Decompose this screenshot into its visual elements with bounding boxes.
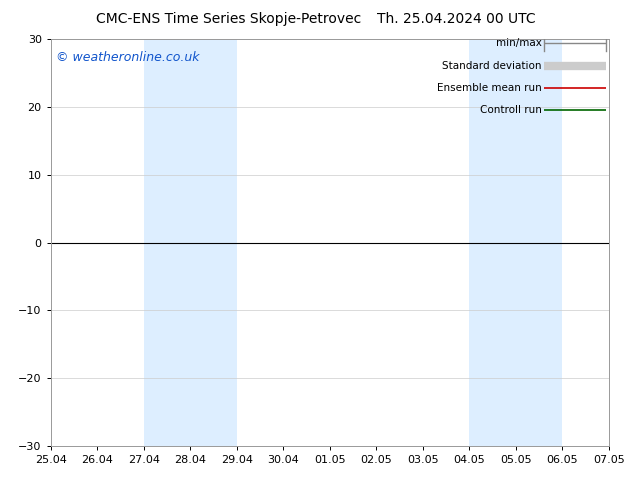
Text: CMC-ENS Time Series Skopje-Petrovec: CMC-ENS Time Series Skopje-Petrovec	[96, 12, 361, 26]
Text: min/max: min/max	[496, 38, 541, 49]
Text: Ensemble mean run: Ensemble mean run	[437, 83, 541, 93]
Bar	[469, 39, 562, 446]
Text: Standard deviation: Standard deviation	[442, 61, 541, 71]
Text: Th. 25.04.2024 00 UTC: Th. 25.04.2024 00 UTC	[377, 12, 536, 26]
Text: Controll run: Controll run	[480, 105, 541, 115]
Bar	[144, 39, 236, 446]
Text: © weatheronline.co.uk: © weatheronline.co.uk	[56, 51, 200, 64]
